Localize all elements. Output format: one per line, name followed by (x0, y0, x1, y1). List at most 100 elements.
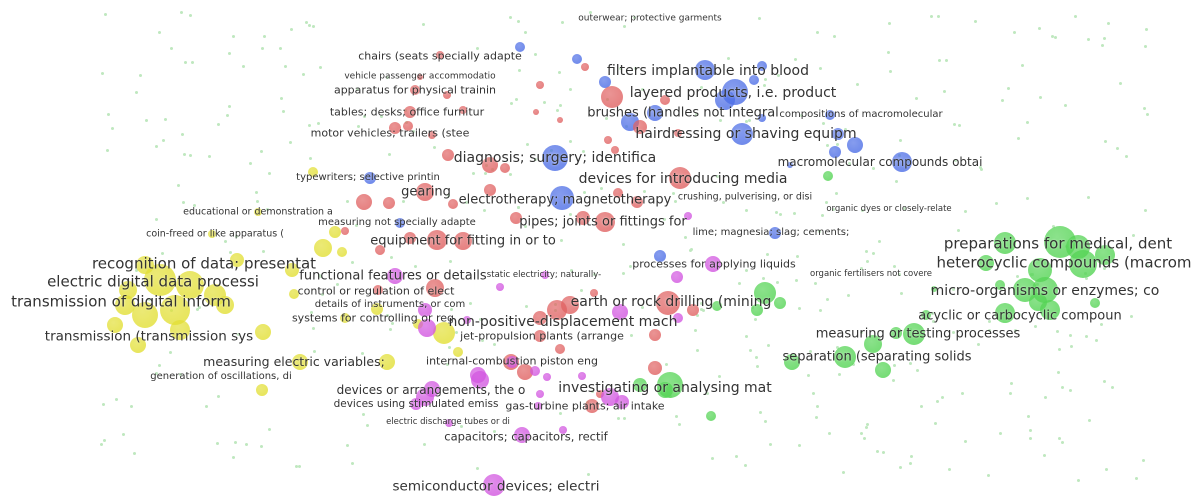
node-label[interactable]: brushes (handles not integral (587, 105, 779, 121)
green-cluster-node[interactable] (784, 354, 800, 370)
red-cluster-node[interactable] (660, 95, 670, 105)
green-cluster-node[interactable] (994, 232, 1016, 254)
red-cluster-node[interactable] (687, 304, 699, 316)
green-cluster-node[interactable] (1095, 245, 1115, 265)
red-cluster-node[interactable] (482, 157, 498, 173)
green-cluster-node[interactable] (1028, 258, 1052, 282)
purple-cluster-node[interactable] (530, 366, 540, 376)
blue-cluster-node[interactable] (550, 186, 574, 210)
red-cluster-node[interactable] (590, 289, 598, 297)
blue-cluster-node[interactable] (715, 90, 735, 110)
node-label[interactable]: chairs (seats specially adapte (358, 49, 522, 63)
red-cluster-node[interactable] (375, 245, 385, 255)
yellow-cluster-node[interactable] (292, 354, 308, 370)
purple-cluster-node[interactable] (536, 390, 544, 398)
yellow-cluster-node[interactable] (379, 354, 395, 370)
blue-cluster-node[interactable] (892, 152, 912, 172)
red-cluster-node[interactable] (613, 188, 623, 198)
purple-cluster-node[interactable] (705, 256, 721, 272)
node-label[interactable]: crushing, pulverising, or disi (677, 191, 813, 203)
yellow-cluster-node[interactable] (337, 247, 347, 257)
red-cluster-node[interactable] (426, 279, 444, 297)
red-cluster-node[interactable] (416, 183, 434, 201)
red-cluster-node[interactable] (596, 390, 604, 398)
green-cluster-node[interactable] (931, 286, 937, 292)
red-cluster-node[interactable] (454, 232, 472, 250)
node-label[interactable]: semiconductor devices; electri (392, 478, 600, 495)
yellow-cluster-node[interactable] (329, 226, 341, 238)
green-cluster-node[interactable] (875, 362, 891, 378)
yellow-cluster-node[interactable] (170, 320, 190, 340)
green-cluster-node[interactable] (921, 310, 931, 320)
red-cluster-node[interactable] (427, 230, 447, 250)
node-label[interactable]: outerwear; protective garments (578, 13, 722, 24)
red-cluster-node[interactable] (442, 149, 454, 161)
purple-cluster-node[interactable] (506, 356, 518, 368)
yellow-cluster-node[interactable] (433, 322, 455, 344)
node-label[interactable]: coin-freed or like apparatus ( (146, 228, 284, 240)
node-label[interactable]: devices for introducing media (578, 171, 788, 187)
red-cluster-node[interactable] (533, 109, 539, 115)
purple-cluster-node[interactable] (559, 426, 567, 434)
purple-cluster-node[interactable] (463, 316, 471, 324)
purple-cluster-node[interactable] (612, 304, 628, 320)
red-cluster-node[interactable] (648, 361, 662, 375)
red-cluster-node[interactable] (576, 211, 590, 225)
green-cluster-node[interactable] (706, 411, 716, 421)
blue-cluster-node[interactable] (654, 250, 666, 262)
red-cluster-node[interactable] (534, 330, 546, 342)
blue-cluster-node[interactable] (829, 146, 841, 158)
red-cluster-node[interactable] (389, 122, 401, 134)
node-label[interactable]: vehicle passenger accommodatio (344, 71, 496, 82)
purple-cluster-node[interactable] (534, 402, 542, 410)
node-label[interactable]: devices or arrangements, the o (336, 383, 526, 397)
purple-cluster-node[interactable] (543, 373, 551, 381)
yellow-cluster-node[interactable] (119, 281, 137, 299)
green-cluster-node[interactable] (633, 378, 647, 392)
red-cluster-node[interactable] (533, 311, 547, 325)
red-cluster-node[interactable] (633, 120, 647, 134)
red-cluster-node[interactable] (373, 285, 383, 295)
green-cluster-node[interactable] (657, 382, 673, 398)
green-cluster-node[interactable] (834, 346, 856, 368)
red-cluster-node[interactable] (601, 86, 623, 108)
red-cluster-node[interactable] (581, 63, 589, 71)
node-label[interactable]: measuring not specially adapte (318, 217, 476, 228)
red-cluster-node[interactable] (459, 106, 467, 114)
blue-cluster-node[interactable] (758, 114, 766, 122)
purple-cluster-node[interactable] (673, 313, 683, 323)
purple-cluster-node[interactable] (418, 319, 436, 337)
blue-cluster-node[interactable] (695, 60, 715, 80)
red-cluster-node[interactable] (585, 399, 599, 413)
green-cluster-node[interactable] (903, 323, 925, 345)
node-label[interactable]: control or regulation of elect (297, 284, 455, 298)
green-cluster-node[interactable] (995, 280, 1005, 290)
red-cluster-node[interactable] (403, 121, 413, 131)
purple-cluster-node[interactable] (671, 271, 683, 283)
node-label[interactable]: filters implantable into blood (606, 63, 810, 79)
node-label[interactable]: non-positive-displacement mach (448, 314, 678, 330)
purple-cluster-node[interactable] (578, 372, 586, 380)
node-label[interactable]: recognition of data; presentat (91, 254, 317, 273)
node-label[interactable]: electric discharge tubes or di (386, 416, 510, 427)
node-label[interactable]: measuring electric variables; (203, 353, 385, 369)
yellow-cluster-node[interactable] (136, 256, 154, 274)
yellow-cluster-node[interactable] (255, 324, 271, 340)
blue-cluster-node[interactable] (599, 76, 611, 88)
blue-cluster-node[interactable] (647, 105, 663, 121)
yellow-cluster-node[interactable] (130, 337, 146, 353)
purple-cluster-node[interactable] (387, 268, 403, 284)
red-cluster-node[interactable] (448, 199, 458, 209)
green-cluster-node[interactable] (1029, 293, 1047, 311)
yellow-cluster-node[interactable] (285, 263, 299, 277)
blue-cluster-node[interactable] (395, 218, 405, 228)
green-cluster-node[interactable] (754, 282, 776, 304)
red-cluster-node[interactable] (561, 296, 579, 314)
node-label[interactable]: apparatus for physical trainin (333, 83, 497, 97)
red-cluster-node[interactable] (436, 51, 444, 59)
node-label[interactable]: generation of oscillations, di (150, 371, 292, 382)
node-label[interactable]: measuring or testing processes (815, 326, 1021, 342)
red-cluster-node[interactable] (500, 163, 510, 173)
node-label[interactable]: internal-combustion piston eng (426, 354, 598, 368)
yellow-cluster-node[interactable] (314, 239, 332, 257)
